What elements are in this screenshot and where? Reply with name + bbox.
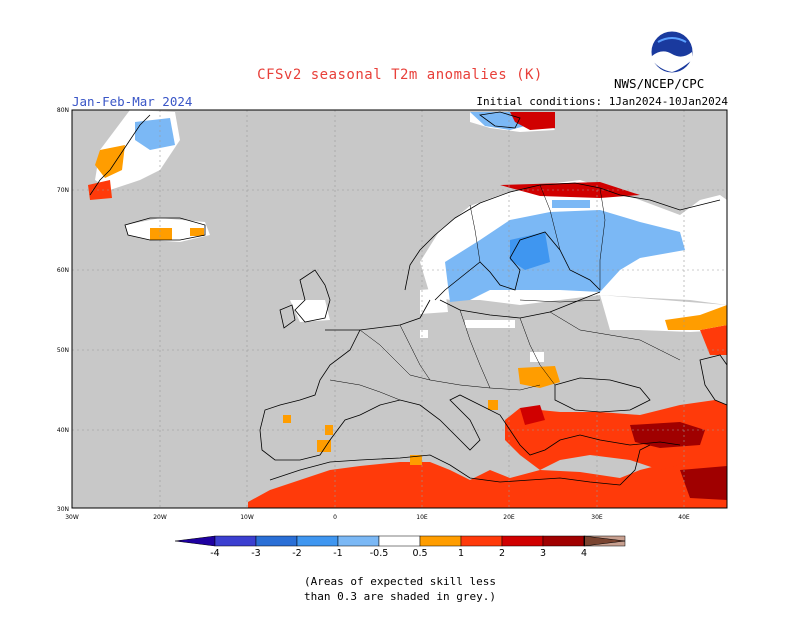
lon-label: 10W bbox=[240, 514, 254, 521]
colorbar-segment bbox=[542, 535, 585, 547]
colorbar-segment bbox=[378, 535, 421, 547]
colorbar-tick-label: -1 bbox=[333, 548, 342, 559]
colorbar-tick-label: 3 bbox=[540, 548, 546, 559]
lat-label: 40N bbox=[57, 427, 69, 434]
lon-label: 40E bbox=[678, 514, 690, 521]
lat-label: 30N bbox=[57, 506, 69, 513]
lat-label: 80N bbox=[57, 107, 69, 114]
initial-conditions-label: Initial conditions: 1Jan2024-10Jan2024 bbox=[476, 95, 728, 108]
lon-label: 10E bbox=[416, 514, 428, 521]
colorbar-tick-label: 0.5 bbox=[412, 548, 427, 559]
colorbar-tick-label: -3 bbox=[251, 548, 260, 559]
noaa-logo-icon bbox=[650, 30, 694, 74]
lon-label: 20W bbox=[153, 514, 167, 521]
country-borders bbox=[329, 184, 681, 401]
colorbar-segment bbox=[296, 535, 339, 547]
colorbar-segment bbox=[419, 535, 462, 547]
lat-labels: 80N 70N 60N 50N 40N 30N bbox=[57, 107, 69, 513]
colorbar-segment bbox=[337, 535, 380, 547]
colorbar: -4 -3 -2 -1 -0.5 0.5 1 2 3 4 bbox=[174, 535, 626, 559]
lon-labels: 30W 20W 10W 0 10E 20E 30E 40E bbox=[65, 514, 690, 521]
map-frame bbox=[71, 109, 728, 509]
colorbar-segment bbox=[214, 535, 257, 547]
lon-label: 0 bbox=[333, 514, 337, 521]
negative-anomalies bbox=[135, 112, 685, 302]
colorbar-tick-label: 2 bbox=[499, 548, 505, 559]
period-label: Jan-Feb-Mar 2024 bbox=[72, 94, 193, 109]
agency-label: NWS/NCEP/CPC bbox=[614, 76, 705, 91]
skill-note: (Areas of expected skill less than 0.3 a… bbox=[0, 574, 800, 604]
skill-note-line: (Areas of expected skill less bbox=[303, 575, 497, 588]
skill-note-line: than 0.3 are shaded in grey.) bbox=[303, 590, 497, 603]
lon-label: 30E bbox=[591, 514, 603, 521]
colorbar-tick-label: -4 bbox=[210, 548, 219, 559]
lat-label: 70N bbox=[57, 187, 69, 194]
colorbar-arrow-left bbox=[174, 535, 216, 547]
colorbar-segment bbox=[460, 535, 503, 547]
lon-label: 20E bbox=[503, 514, 515, 521]
chart-title: CFSv2 seasonal T2m anomalies (K) bbox=[257, 67, 543, 83]
lat-label: 60N bbox=[57, 267, 69, 274]
lon-label: 30W bbox=[65, 514, 79, 521]
colorbar-tick-label: 1 bbox=[458, 548, 464, 559]
graticule bbox=[72, 110, 727, 508]
lat-label: 50N bbox=[57, 347, 69, 354]
colorbar-tick-label: -0.5 bbox=[370, 548, 389, 559]
colorbar-segment bbox=[255, 535, 298, 547]
colorbar-tick-label: 4 bbox=[581, 548, 587, 559]
colorbar-segment bbox=[501, 535, 544, 547]
colorbar-tick-label: -2 bbox=[292, 548, 301, 559]
